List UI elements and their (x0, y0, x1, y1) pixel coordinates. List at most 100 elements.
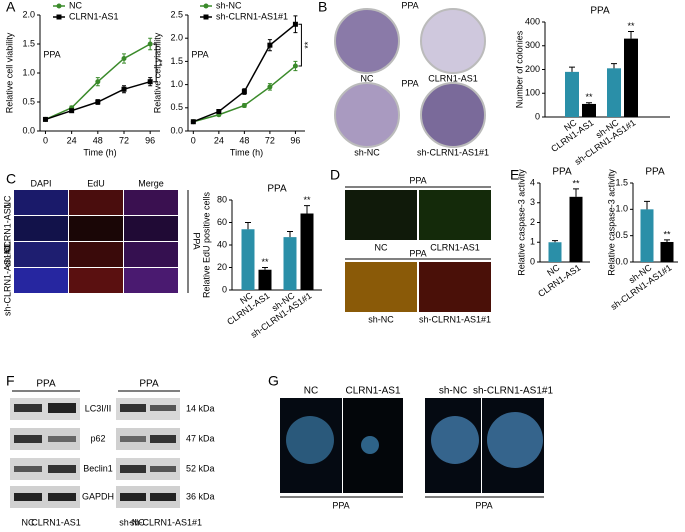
label: CLRN1-AS1 (345, 386, 400, 397)
point (216, 109, 222, 115)
label: p62 (90, 433, 105, 443)
y-tick-label: 2.0 (170, 33, 183, 43)
annotation: PPA (191, 49, 208, 59)
y-tick-label: 0 (530, 256, 535, 266)
panel-letter: A (6, 0, 16, 15)
significance: ** (663, 229, 671, 239)
y-tick-label: 1.0 (22, 67, 35, 77)
y-tick-label: 40 (217, 239, 227, 249)
label: PPA (36, 379, 56, 390)
y-tick-label: 1.0 (615, 204, 628, 214)
label: sh-CLRN1-AS1#1 (130, 517, 202, 527)
error-bar (304, 205, 310, 214)
label: 52 kDa (186, 463, 215, 473)
x-axis-label: Time (h) (83, 147, 116, 157)
x-tick-label: 48 (93, 135, 103, 145)
point (292, 21, 298, 27)
point (241, 89, 247, 95)
bar (660, 241, 674, 262)
panel-letter: D (330, 167, 340, 183)
label: sh-CLRN1-AS1#1 (417, 147, 489, 157)
legend-label: NC (69, 0, 82, 10)
legend-marker (203, 14, 209, 20)
bar (607, 68, 621, 117)
error-bar (262, 267, 268, 270)
staining-images (345, 186, 491, 312)
panel-letter: G (268, 373, 279, 389)
y-axis-label: Relative EdU positive cells (201, 191, 211, 298)
label: PPA (475, 500, 492, 510)
label: NC (361, 73, 374, 83)
y-tick-label: 4 (530, 177, 535, 187)
label: EdU (87, 178, 105, 188)
x-axis-label: Time (h) (230, 147, 263, 157)
y-tick-label: 80 (217, 194, 227, 204)
y-tick-label: 0.5 (22, 96, 35, 106)
y-tick-label: 60 (217, 217, 227, 227)
y-tick-label: 1.5 (22, 38, 35, 48)
label: 47 kDa (186, 433, 215, 443)
label: NC (304, 386, 318, 397)
label: sh-NC (119, 517, 145, 527)
x-tick-label: 72 (265, 135, 275, 145)
bar (283, 237, 297, 290)
error-bar (586, 102, 592, 104)
label: 14 kDa (186, 403, 215, 413)
significance: ** (303, 195, 311, 205)
sig-bracket (298, 23, 302, 67)
y-tick-label: 3 (530, 197, 535, 207)
y-tick-label: 2 (530, 217, 535, 227)
bar (582, 103, 596, 117)
significance: ** (572, 178, 580, 188)
x-tick-label: 24 (67, 135, 77, 145)
label: NC (22, 517, 35, 527)
y-tick-label: 0.0 (615, 256, 628, 266)
label: PPA (192, 232, 202, 249)
y-tick-label: 1.5 (615, 177, 628, 187)
panel-letter: F (6, 373, 15, 389)
fluorescence-images (280, 398, 544, 498)
bar (624, 38, 638, 117)
point (95, 79, 101, 85)
y-tick-label: 1 (530, 237, 535, 247)
bar (300, 213, 314, 290)
y-tick-label: 300 (525, 40, 540, 50)
significance: ** (303, 41, 313, 49)
y-axis-label: Relative caspase-3 activity (606, 169, 616, 276)
y-tick-label: 0 (222, 284, 227, 294)
bar (548, 242, 562, 262)
label: sh-NC (354, 147, 380, 157)
y-axis-label: Number of colonies (514, 30, 524, 108)
error-bar (245, 222, 251, 230)
point (190, 119, 196, 125)
label: sh-NC (439, 386, 467, 397)
label: sh-CLRN1-AS1#1 (473, 386, 553, 397)
error-bar (628, 31, 634, 39)
bar (640, 209, 654, 262)
point (267, 84, 273, 90)
bar (569, 196, 583, 262)
western-blots (10, 390, 180, 508)
panel-letter: C (6, 171, 16, 187)
chart-title: PPA (590, 6, 610, 17)
significance: ** (585, 92, 593, 102)
point (267, 42, 273, 48)
label: sh-CLRN1-AS1#1 (2, 244, 12, 316)
significance: ** (627, 21, 635, 31)
label: sh-CLRN1-AS1#1 (419, 314, 491, 324)
bar (258, 269, 272, 290)
significance: ** (261, 257, 269, 267)
y-axis-label: Relative caspase-3 activity (516, 169, 526, 276)
y-axis-label: Relative cell viability (152, 32, 162, 113)
label: Beclin1 (83, 463, 113, 473)
label: sh-NC (368, 314, 394, 324)
y-tick-label: 100 (525, 88, 540, 98)
label: PPA (409, 175, 426, 185)
label: PPA (139, 379, 159, 390)
legend-label: CLRN1-AS1 (69, 11, 119, 21)
y-tick-label: 0.5 (170, 102, 183, 112)
y-tick-label: 0.0 (22, 125, 35, 135)
y-tick-label: 400 (525, 16, 540, 26)
point (69, 108, 75, 114)
